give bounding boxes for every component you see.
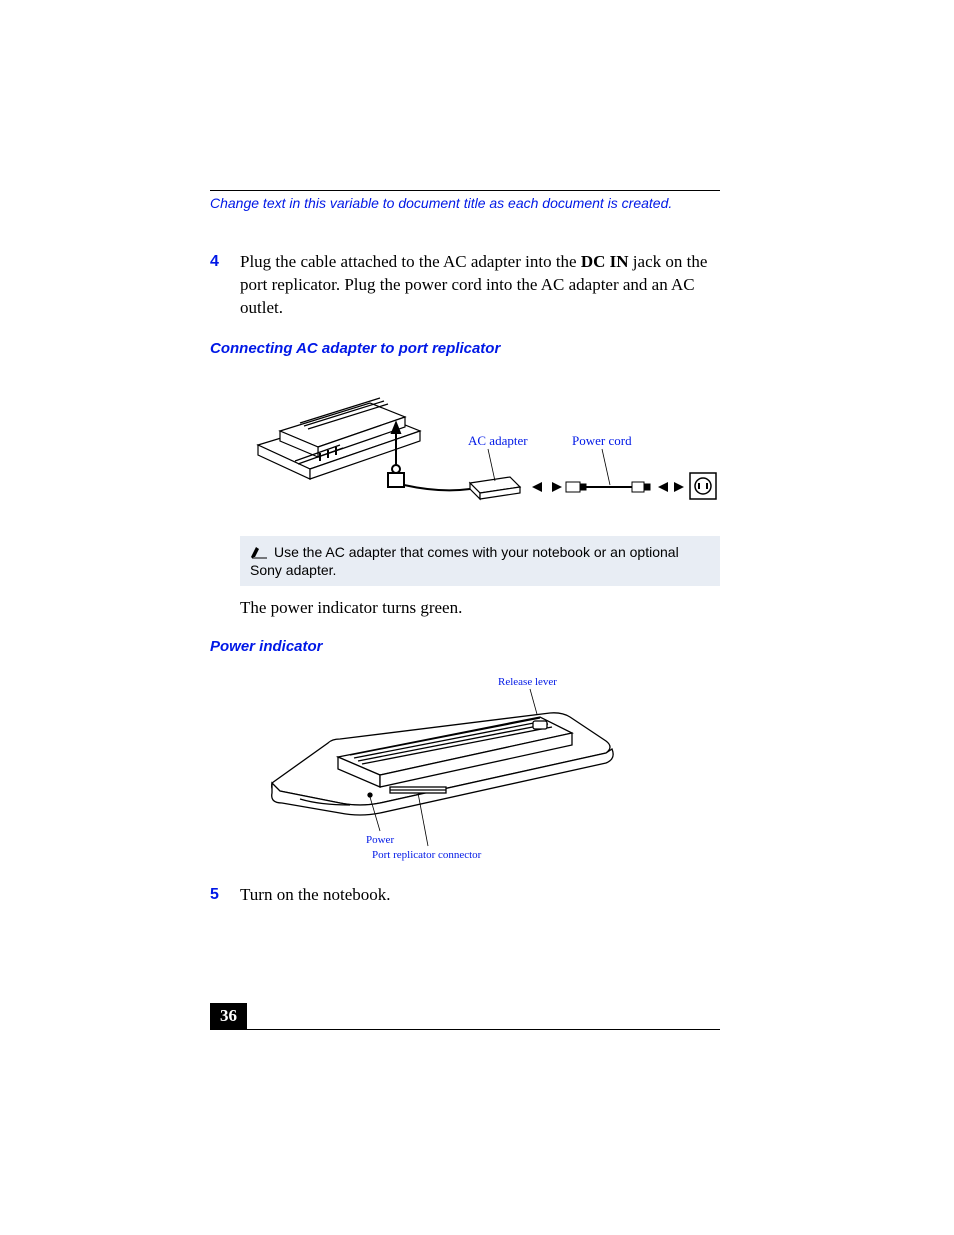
pencil-icon xyxy=(250,545,268,562)
page: Change text in this variable to document… xyxy=(0,0,954,1235)
step-5: 5 Turn on the notebook. xyxy=(210,884,720,907)
step-number: 5 xyxy=(210,884,240,907)
figure2-heading: Power indicator xyxy=(210,638,720,655)
step-body: Plug the cable attached to the AC adapte… xyxy=(240,251,720,320)
figure2-svg: Release lever xyxy=(240,671,660,861)
note-box: Use the AC adapter that comes with your … xyxy=(240,536,720,586)
variable-header: Change text in this variable to document… xyxy=(210,195,720,211)
step4-bold: DC IN xyxy=(581,252,629,271)
step-number: 4 xyxy=(210,251,240,320)
step4-pre: Plug the cable attached to the AC adapte… xyxy=(240,252,581,271)
fig1-label-power-cord: Power cord xyxy=(572,433,632,448)
note-text: Use the AC adapter that comes with your … xyxy=(250,544,679,578)
fig2-label-connector: Port replicator connector xyxy=(372,849,482,861)
footer-rule xyxy=(210,1029,720,1030)
figure1: AC adapter Power cord xyxy=(240,373,720,518)
page-number: 36 xyxy=(210,1003,247,1029)
top-rule xyxy=(210,190,720,191)
step-4: 4 Plug the cable attached to the AC adap… xyxy=(210,251,720,320)
fig2-label-power: Power xyxy=(366,834,394,846)
figure1-heading: Connecting AC adapter to port replicator xyxy=(210,340,720,357)
figure1-svg: AC adapter Power cord xyxy=(240,373,720,513)
step-body: Turn on the notebook. xyxy=(240,884,720,907)
content-column: Change text in this variable to document… xyxy=(210,190,720,927)
fig2-label-release-lever: Release lever xyxy=(498,676,557,688)
body-after-note: The power indicator turns green. xyxy=(240,598,720,618)
figure2: Release lever xyxy=(240,671,720,866)
footer: 36 xyxy=(210,1003,720,1030)
fig1-label-ac-adapter: AC adapter xyxy=(468,433,528,448)
